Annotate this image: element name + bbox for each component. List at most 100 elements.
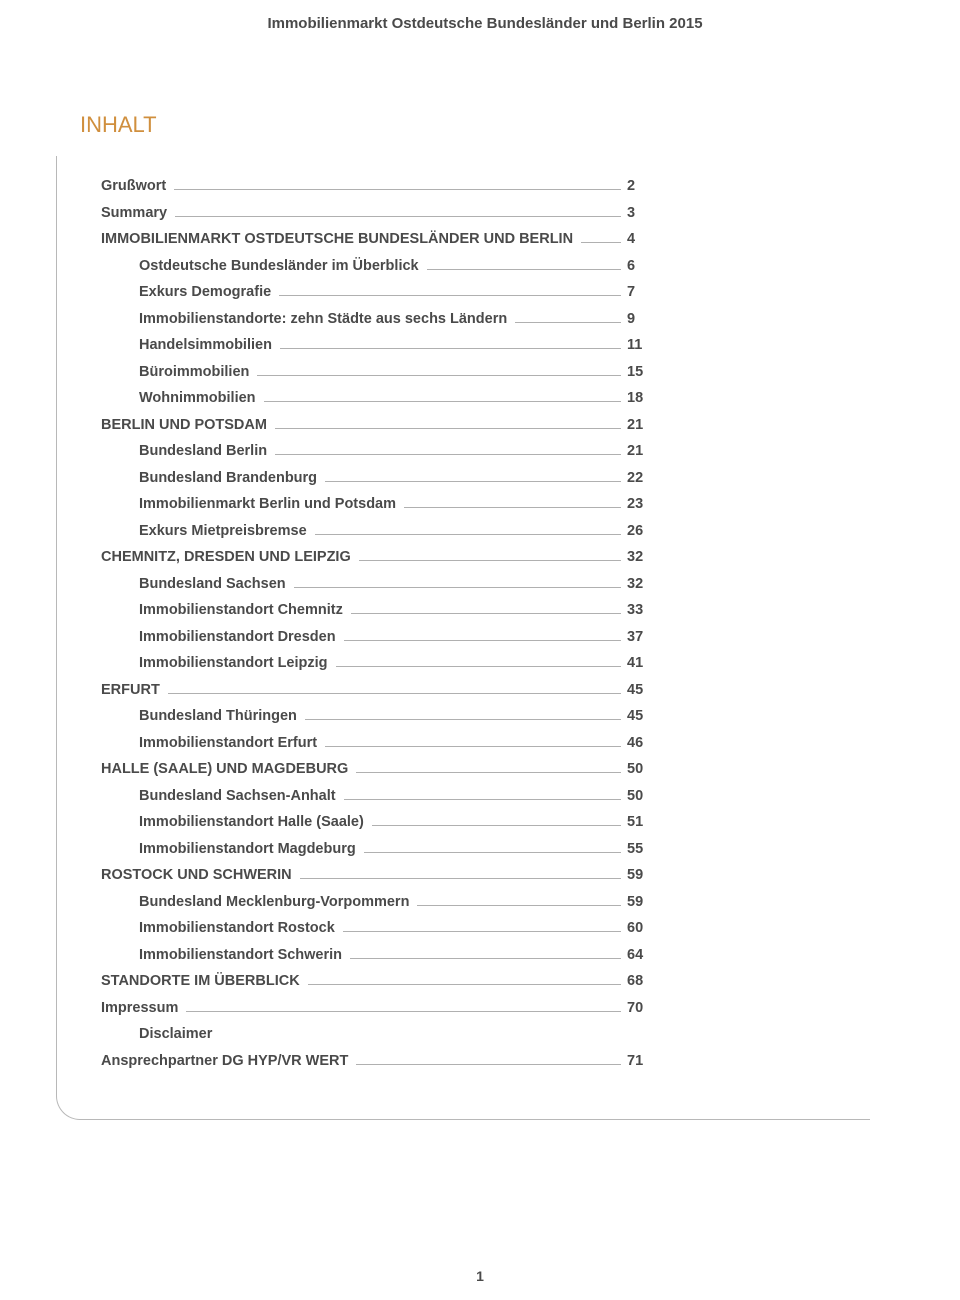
toc-label: Bundesland Brandenburg [139, 470, 317, 486]
toc-leader [275, 454, 621, 455]
toc-page-number: 45 [627, 708, 651, 724]
toc-row: CHEMNITZ, DRESDEN UND LEIPZIG 32 [101, 549, 651, 565]
toc-leader [308, 984, 621, 985]
page: Immobilienmarkt Ostdeutsche Bundesländer… [0, 0, 960, 1140]
page-number: 1 [0, 1268, 960, 1284]
section-title: INHALT [80, 112, 870, 138]
toc-row: Immobilienstandort Schwerin64 [101, 947, 651, 963]
toc-leader [336, 666, 621, 667]
toc-label: Immobilienstandort Leipzig [139, 655, 328, 671]
toc-row: Büroimmobilien 15 [101, 364, 651, 380]
toc-row: Immobilienstandort Magdeburg55 [101, 841, 651, 857]
toc-row: IMMOBILIENMARKT OSTDEUTSCHE BUNDESLÄNDER… [101, 231, 651, 247]
toc-row: ERFURT45 [101, 682, 651, 698]
toc-label: Bundesland Berlin [139, 443, 267, 459]
toc-leader [174, 189, 621, 190]
toc-label: Immobilienstandort Erfurt [139, 735, 317, 751]
toc-label: ERFURT [101, 682, 160, 698]
toc-leader [325, 746, 621, 747]
toc-page-number: 4 [627, 231, 651, 247]
toc-label: Grußwort [101, 178, 166, 194]
toc-row: Exkurs Demografie 7 [101, 284, 651, 300]
toc-page-number: 33 [627, 602, 651, 618]
toc-leader [364, 852, 621, 853]
toc-row: Immobilienstandort Chemnitz 33 [101, 602, 651, 618]
toc-leader [350, 958, 621, 959]
toc-leader [344, 640, 621, 641]
toc-page-number: 15 [627, 364, 651, 380]
toc-leader [186, 1011, 621, 1012]
toc-leader [356, 1064, 621, 1065]
toc-page-number: 32 [627, 549, 651, 565]
toc-leader [175, 216, 621, 217]
toc-page-number: 26 [627, 523, 651, 539]
toc-label: Disclaimer [139, 1026, 212, 1042]
toc-label: Immobilienstandort Chemnitz [139, 602, 343, 618]
toc-leader [264, 401, 621, 402]
toc-leader [305, 719, 621, 720]
toc-label: Immobilienstandort Schwerin [139, 947, 342, 963]
toc-leader [359, 560, 621, 561]
toc-label: Immobilienmarkt Berlin und Potsdam [139, 496, 396, 512]
toc-leader [325, 481, 621, 482]
toc-page-number: 23 [627, 496, 651, 512]
toc-leader [581, 242, 621, 243]
toc-leader [372, 825, 621, 826]
toc-label: Exkurs Mietpreisbremse [139, 523, 307, 539]
toc-leader [279, 295, 621, 296]
toc-label: Immobilienstandort Dresden [139, 629, 336, 645]
toc-label: Impressum [101, 1000, 178, 1016]
toc-leader [344, 799, 621, 800]
toc-page-number: 21 [627, 417, 651, 433]
toc-row: Disclaimer [101, 1026, 651, 1042]
toc-row: ROSTOCK UND SCHWERIN 59 [101, 867, 651, 883]
toc-leader [356, 772, 621, 773]
toc-label: Büroimmobilien [139, 364, 249, 380]
toc-row: Bundesland Berlin21 [101, 443, 651, 459]
toc-label: Bundesland Sachsen-Anhalt [139, 788, 336, 804]
toc-row: Impressum 70 [101, 1000, 651, 1016]
toc-label: BERLIN UND POTSDAM [101, 417, 267, 433]
toc-row: Immobilienstandort Rostock60 [101, 920, 651, 936]
toc-row: Immobilienstandort Dresden 37 [101, 629, 651, 645]
toc-page-number: 7 [627, 284, 651, 300]
toc-row: Immobilienstandort Halle (Saale)51 [101, 814, 651, 830]
toc-label: Wohnimmobilien [139, 390, 256, 406]
toc-page-number: 3 [627, 205, 651, 221]
toc-row: Immobilienstandort Leipzig 41 [101, 655, 651, 671]
toc-label: Immobilienstandort Halle (Saale) [139, 814, 364, 830]
toc-row: BERLIN UND POTSDAM 21 [101, 417, 651, 433]
toc-leader [515, 322, 621, 323]
toc-label: CHEMNITZ, DRESDEN UND LEIPZIG [101, 549, 351, 565]
toc-label: HALLE (SAALE) UND MAGDEBURG [101, 761, 348, 777]
toc-label: Immobilienstandort Rostock [139, 920, 335, 936]
toc-page-number: 68 [627, 973, 651, 989]
toc-leader [300, 878, 621, 879]
toc-row: Bundesland Mecklenburg-Vorpommern59 [101, 894, 651, 910]
toc-row: Grußwort2 [101, 178, 651, 194]
toc-row: Immobilienstandort Erfurt 46 [101, 735, 651, 751]
toc-leader [168, 693, 621, 694]
toc-page-number: 22 [627, 470, 651, 486]
toc-row: Bundesland Sachsen-Anhalt 50 [101, 788, 651, 804]
toc-row: Immobilienmarkt Berlin und Potsdam 23 [101, 496, 651, 512]
toc-page-number: 9 [627, 311, 651, 327]
toc-page-number: 18 [627, 390, 651, 406]
toc-page-number: 50 [627, 761, 651, 777]
toc-row: Handelsimmobilien11 [101, 337, 651, 353]
toc-page-number: 46 [627, 735, 651, 751]
toc-page-number: 6 [627, 258, 651, 274]
toc-page-number: 50 [627, 788, 651, 804]
toc-label: Exkurs Demografie [139, 284, 271, 300]
toc-page-number: 70 [627, 1000, 651, 1016]
toc-page-number: 37 [627, 629, 651, 645]
toc-leader [427, 269, 621, 270]
toc-label: Bundesland Thüringen [139, 708, 297, 724]
toc-page-number: 55 [627, 841, 651, 857]
toc-page-number: 59 [627, 867, 651, 883]
toc-page-number: 41 [627, 655, 651, 671]
toc-row: Bundesland Thüringen 45 [101, 708, 651, 724]
toc-label: ROSTOCK UND SCHWERIN [101, 867, 292, 883]
toc-label: STANDORTE IM ÜBERBLICK [101, 973, 300, 989]
toc-label: Ansprechpartner DG HYP/VR WERT [101, 1053, 348, 1069]
